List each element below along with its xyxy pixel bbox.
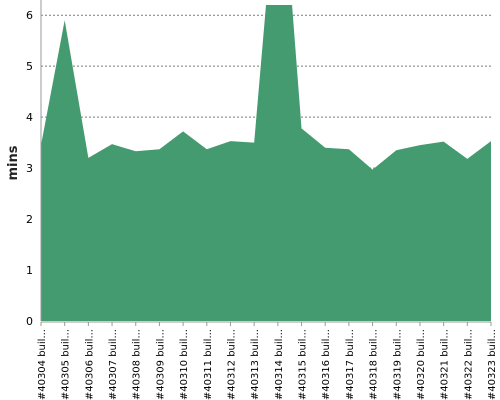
area-series xyxy=(41,5,491,321)
y-tick-label: 6 xyxy=(26,9,33,22)
x-tick-label: #40313 buil... xyxy=(250,329,261,400)
y-tick-label: 0 xyxy=(26,315,33,328)
area-fill xyxy=(41,5,491,321)
x-tick-label: #40319 buil... xyxy=(392,329,403,400)
y-tick-label: 2 xyxy=(26,213,33,226)
x-tick-label: #40304 buil... xyxy=(37,329,48,400)
y-axis-label: mins xyxy=(6,145,21,180)
x-tick-labels: #40304 buil... #40305 buil... #40306 buil.… xyxy=(37,329,498,400)
x-tick-label: #40308 buil... xyxy=(132,329,143,400)
x-tick-label: #40315 buil... xyxy=(298,329,309,400)
x-tick-label: #40316 buil... xyxy=(321,329,332,400)
x-tick-label: #40317 buil... xyxy=(345,329,356,400)
x-tick-label: #40320 buil... xyxy=(416,329,427,400)
x-tick-label: #40305 buil... xyxy=(61,329,72,400)
x-tick-label: #40323 buil... xyxy=(487,329,498,400)
y-tick-label: 5 xyxy=(26,60,33,73)
y-tick-label: 1 xyxy=(26,264,33,277)
axes xyxy=(40,0,492,326)
x-tick-label: #40310 buil... xyxy=(179,329,190,400)
y-tick-label: 3 xyxy=(26,162,33,175)
x-tick-label: #40322 buil... xyxy=(463,329,474,400)
x-tick-label: #40306 buil... xyxy=(84,329,95,400)
x-tick-label: #40309 buil... xyxy=(155,329,166,400)
y-tick-labels: 0 1 2 3 4 5 6 xyxy=(26,9,33,328)
x-tick-label: #40312 buil... xyxy=(226,329,237,400)
x-tick-label: #40321 buil... xyxy=(440,329,451,400)
y-tick-label: 4 xyxy=(26,111,33,124)
x-tick-label: #40311 buil... xyxy=(203,329,214,400)
x-tick-label: #40314 buil... xyxy=(274,329,285,400)
x-tick-label: #40318 buil... xyxy=(369,329,380,400)
x-tick-label: #40307 buil... xyxy=(108,329,119,400)
